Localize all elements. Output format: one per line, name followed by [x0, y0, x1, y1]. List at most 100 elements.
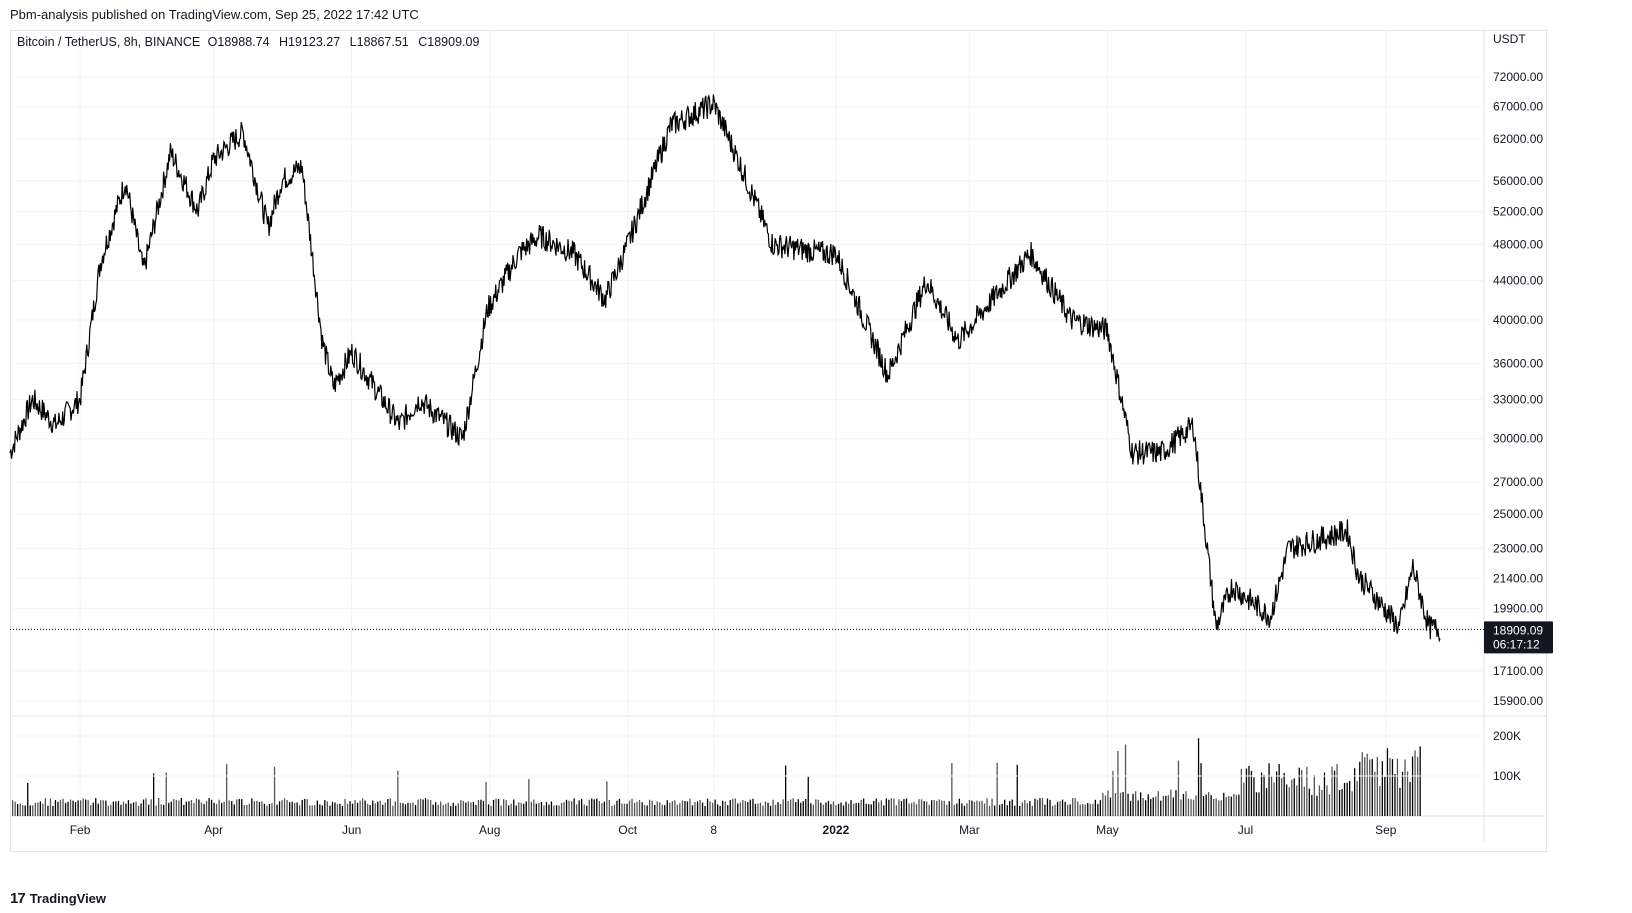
volume-bar [1356, 781, 1358, 816]
volume-bar [1072, 798, 1074, 816]
volume-bar [1155, 796, 1157, 816]
volume-bar [394, 801, 396, 816]
volume-bar [72, 800, 74, 816]
volume-bar [684, 801, 686, 816]
volume-bar [1084, 804, 1086, 816]
volume-bar [762, 805, 764, 816]
volume-bar [248, 803, 250, 816]
volume-bar [198, 799, 200, 816]
volume-bar [1228, 796, 1230, 816]
volume-bar [1077, 801, 1079, 816]
volume-bar [412, 802, 414, 816]
volume-bar [558, 805, 560, 816]
volume-bar [875, 798, 877, 816]
volume-bar [92, 802, 94, 816]
price-axis-currency: USDT [1493, 32, 1526, 46]
volume-bar [596, 798, 598, 816]
volume-bar [772, 799, 774, 816]
volume-bar [830, 804, 832, 816]
volume-bar [779, 804, 782, 816]
volume-bar [712, 802, 714, 816]
price-tick-label: 15900.00 [1493, 694, 1543, 708]
volume-bar [500, 805, 502, 816]
volume-bar [1172, 797, 1174, 816]
volume-bar [314, 805, 316, 816]
volume-bar [1296, 785, 1298, 816]
volume-bar [450, 806, 452, 816]
volume-bar [933, 799, 935, 816]
volume-bar [1182, 793, 1185, 816]
volume-bar [42, 803, 44, 816]
volume-bar [200, 802, 203, 816]
volume-bar [85, 799, 87, 816]
volume-bar [769, 805, 772, 816]
volume-bar [1240, 768, 1242, 816]
volume-bar [1160, 800, 1162, 816]
volume-bar [1323, 772, 1326, 816]
volume-bar [273, 766, 276, 816]
volume-bar [1399, 787, 1401, 816]
volume-bar [628, 800, 631, 816]
volume-bar [324, 800, 326, 816]
volume-bar [1223, 792, 1225, 816]
volume-bar [349, 801, 351, 816]
volume-bar [1260, 772, 1263, 816]
volume-bar [1313, 775, 1315, 816]
volume-bar [1104, 795, 1107, 816]
volume-bar [1150, 799, 1152, 816]
volume-bar [1384, 776, 1386, 816]
volume-bar [666, 800, 668, 816]
volume-bar [1326, 785, 1328, 816]
volume-bar [82, 798, 84, 816]
volume-bar [1301, 770, 1303, 816]
volume-bar [467, 801, 469, 816]
volume-bar [538, 802, 540, 816]
volume-bar [359, 800, 361, 816]
volume-bar [649, 799, 651, 816]
volume-bar [1006, 805, 1008, 816]
volume-bar [49, 798, 52, 816]
volume-bar [158, 798, 160, 816]
price-tick-label: 19900.00 [1493, 601, 1543, 615]
volume-bar [1235, 794, 1237, 816]
tradingview-footer[interactable]: 17 TradingView [10, 890, 106, 907]
volume-bar [268, 804, 271, 816]
volume-bar [223, 801, 225, 816]
volume-bar [1225, 797, 1227, 816]
volume-bar [228, 800, 230, 816]
volume-bar [246, 804, 248, 816]
legend-symbol: Bitcoin / TetherUS, 8h, BINANCE [17, 35, 201, 49]
volume-bar [858, 802, 860, 816]
volume-bar [1293, 778, 1295, 816]
volume-bar [54, 800, 57, 816]
volume-bar [1346, 782, 1348, 816]
price-tick-label: 23000.00 [1493, 541, 1543, 555]
volume-bar [908, 803, 910, 816]
volume-bar [689, 798, 691, 816]
volume-bar [110, 804, 112, 816]
volume-bar [414, 805, 417, 816]
volume-bar [19, 803, 21, 816]
volume-bar [392, 805, 394, 816]
volume-bar [1419, 746, 1421, 816]
volume-bar [1291, 779, 1293, 816]
volume-bar [37, 802, 39, 816]
volume-bar [752, 798, 754, 816]
volume-bar [1082, 804, 1084, 816]
volume-bar [837, 803, 840, 816]
volume-bar [734, 798, 736, 816]
price-tick-label: 17100.00 [1493, 664, 1543, 678]
volume-bar [792, 798, 794, 816]
volume-bar [651, 800, 653, 816]
volume-bar [928, 804, 930, 816]
volume-bar [621, 803, 623, 816]
volume-bar [261, 801, 263, 816]
volume-bar [661, 804, 663, 816]
volume-bar [910, 803, 913, 816]
volume-bar [573, 798, 575, 816]
price-tick-label: 62000.00 [1493, 132, 1543, 146]
volume-bar [173, 799, 175, 816]
volume-bar [424, 798, 427, 816]
volume-bar [241, 799, 243, 816]
